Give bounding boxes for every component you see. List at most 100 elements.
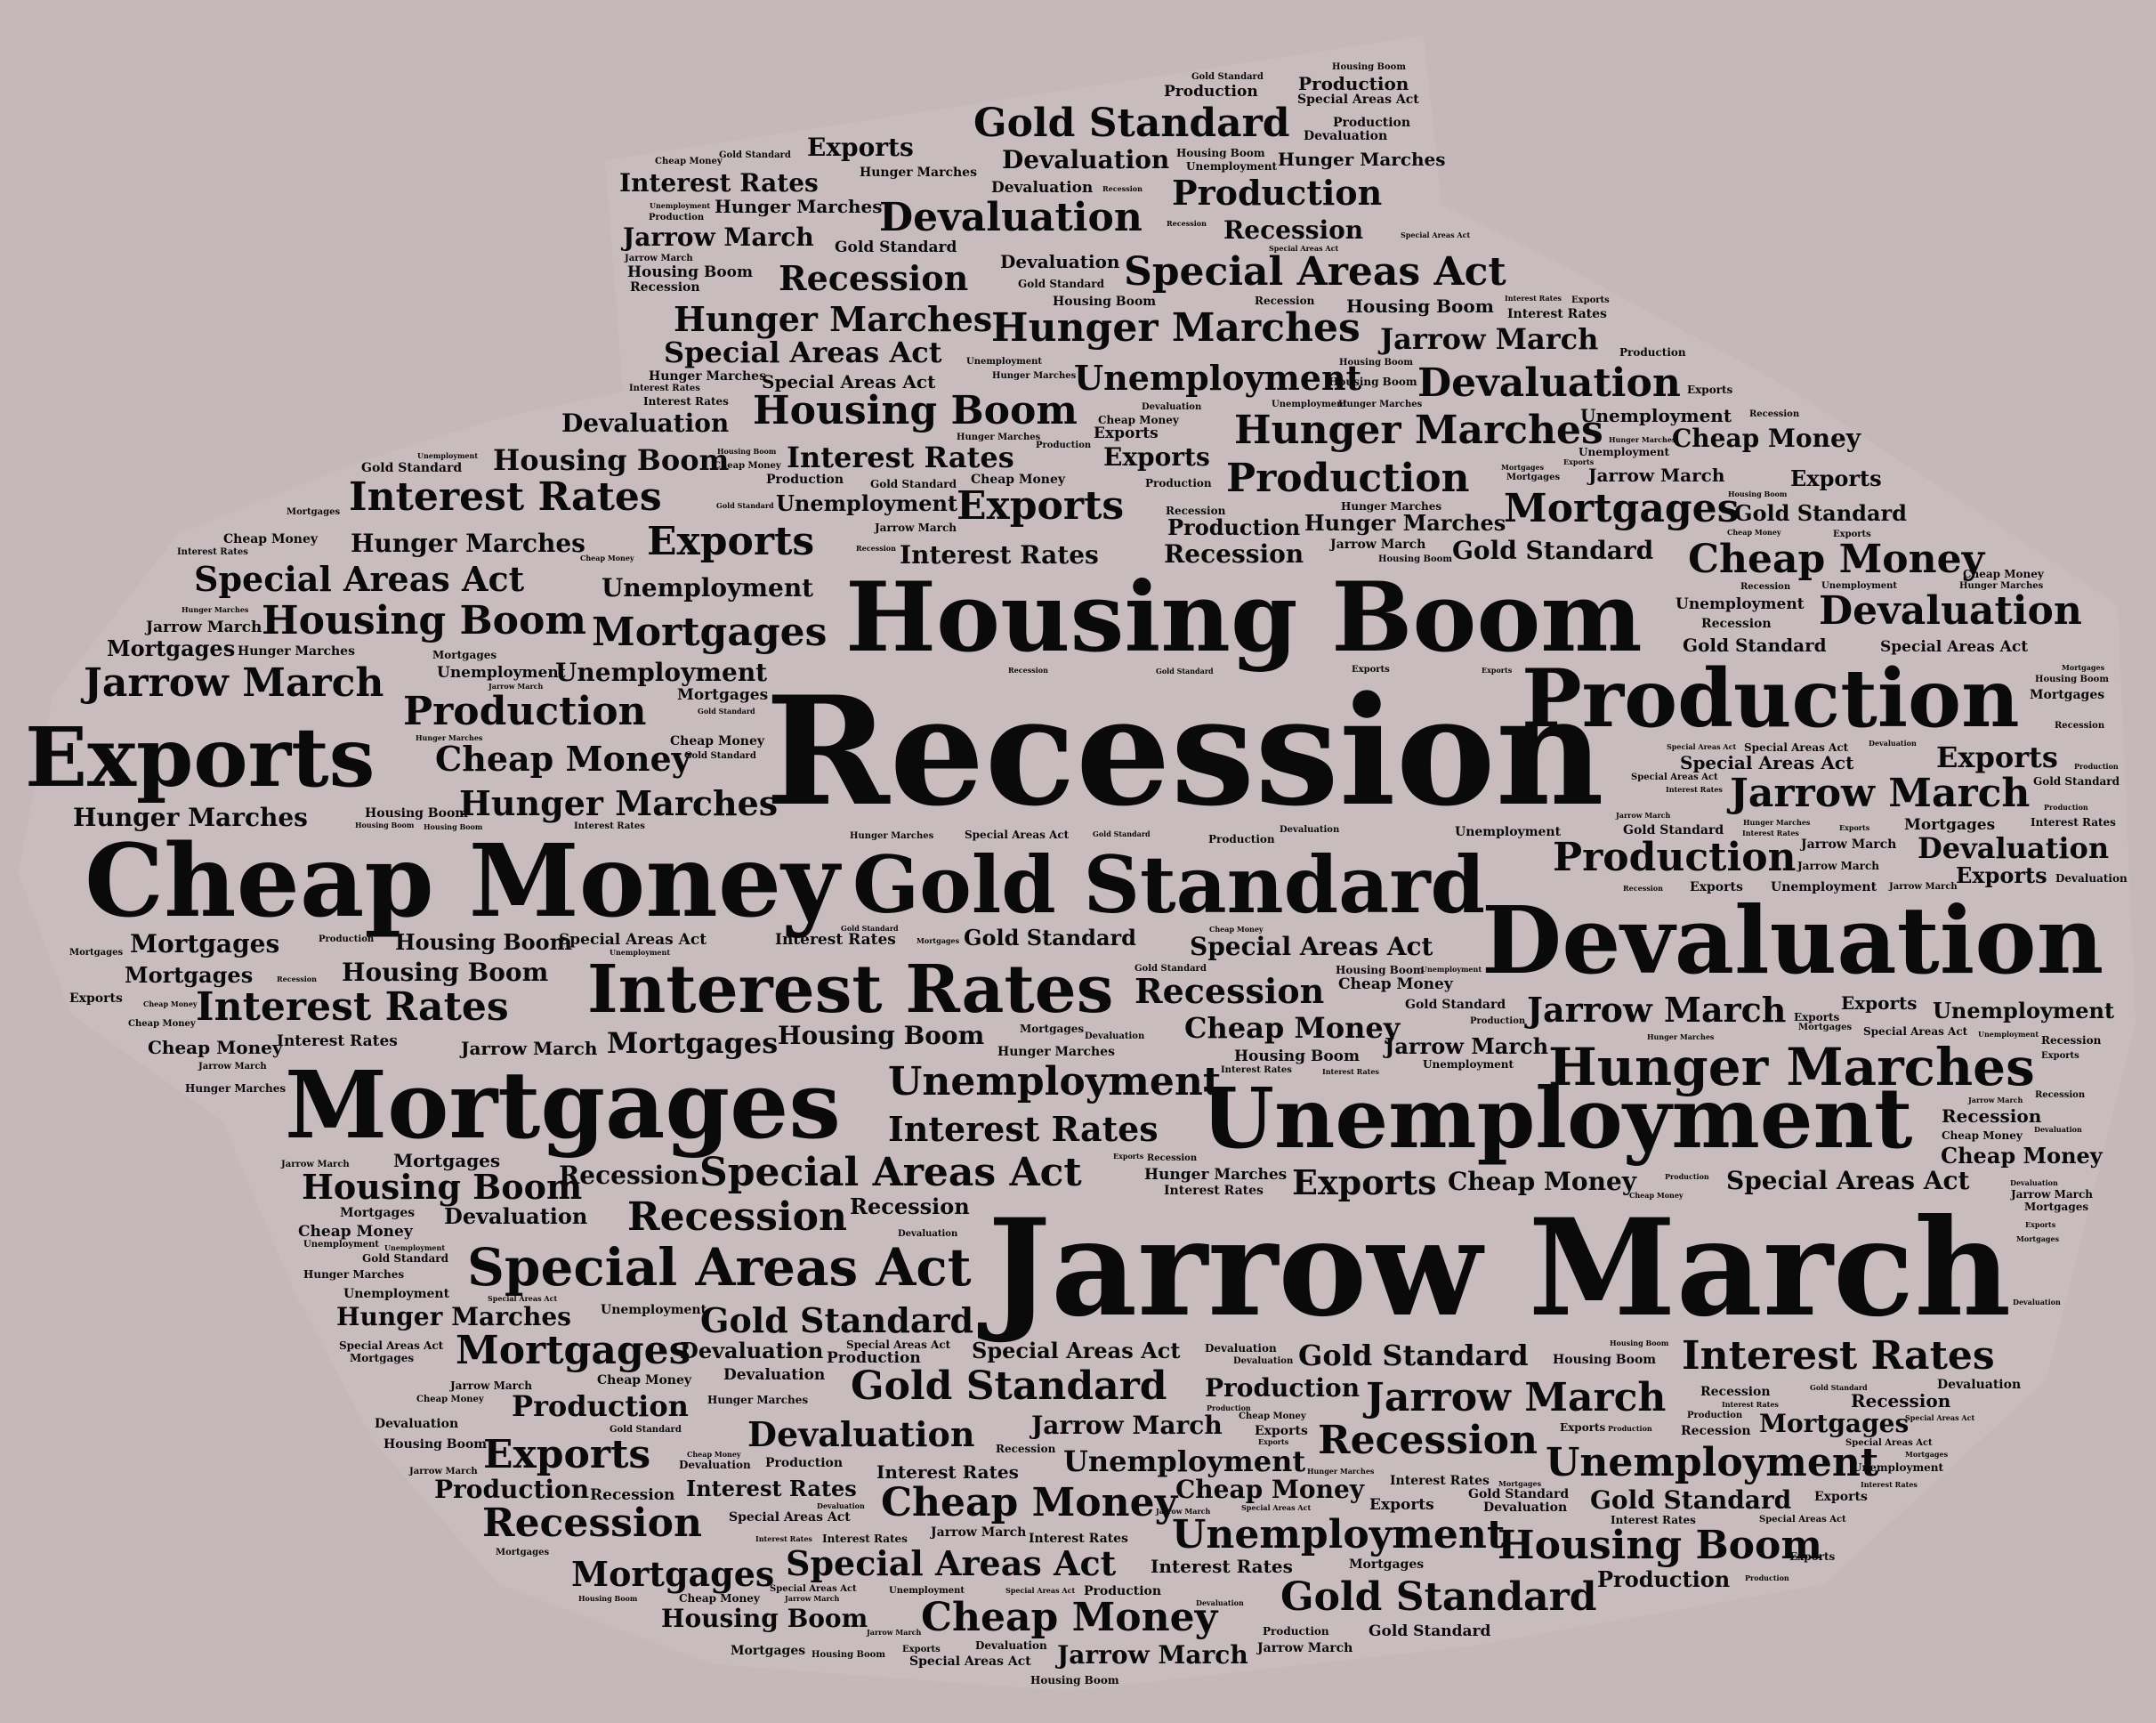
cloud-word: Gold Standard: [1810, 1383, 1868, 1392]
cloud-word: Housing Boom: [1378, 554, 1452, 564]
cloud-word: Devaluation: [817, 1501, 865, 1510]
cloud-word: Gold Standard: [851, 1363, 1167, 1409]
cloud-word: Interest Rates: [900, 540, 1099, 570]
cloud-word: Interest Rates: [1221, 1065, 1292, 1075]
cloud-word: Mortgages: [1798, 1023, 1853, 1032]
cloud-word: Production: [1208, 833, 1275, 845]
cloud-word: Hunger Marches: [860, 166, 977, 180]
cloud-word: Cheap Money: [1175, 1475, 1365, 1504]
cloud-word: Jarrow March: [1801, 837, 1897, 852]
cloud-word: Mortgages: [393, 1150, 501, 1171]
cloud-word: Jarrow March: [785, 1594, 840, 1603]
cloud-word: Recession: [482, 1501, 702, 1546]
cloud-word: Jarrow March: [1385, 1033, 1549, 1059]
cloud-word: Exports: [807, 133, 914, 162]
cloud-word: Production: [434, 1475, 590, 1504]
cloud-word: Jarrow March: [623, 222, 814, 252]
cloud-word: Hunger Marches: [1234, 408, 1603, 453]
cloud-word: Interest Rates: [686, 1476, 857, 1501]
cloud-word: Jarrow March: [489, 682, 544, 691]
cloud-word: Gold Standard: [1191, 72, 1264, 82]
cloud-word: Cheap Money: [655, 157, 723, 166]
cloud-word: Interest Rates: [643, 395, 729, 408]
cloud-word: Housing Boom: [1728, 489, 1788, 498]
cloud-word: Unemployment: [1063, 1444, 1306, 1478]
cloud-word: Cheap Money: [881, 1480, 1178, 1525]
cloud-word: Jarrow March: [1730, 771, 2031, 816]
cloud-word: Housing Boom: [1339, 358, 1413, 368]
cloud-word: Devaluation: [1233, 1356, 1294, 1366]
cloud-word: Recession: [1701, 617, 1772, 631]
cloud-word: Unemployment: [966, 357, 1043, 367]
cloud-word: Interest Rates: [1029, 1532, 1128, 1546]
cloud-word: Hunger Marches: [336, 1302, 571, 1331]
cloud-word: Mortgages: [1506, 473, 1561, 482]
cloud-word: Cheap Money: [148, 1037, 283, 1058]
cloud-word: Hunger Marches: [416, 733, 483, 742]
cloud-word: Unemployment: [1272, 400, 1348, 409]
cloud-word: Exports: [902, 1645, 941, 1654]
cloud-word: Exports: [1352, 665, 1390, 675]
cloud-word: Gold Standard: [684, 751, 756, 761]
cloud-word: Exports: [1560, 1421, 1606, 1434]
cloud-word: Housing Boom: [812, 1650, 885, 1660]
cloud-word: Special Areas Act: [1667, 742, 1737, 751]
cloud-word: Exports: [1094, 425, 1159, 442]
cloud-word: Exports: [483, 1432, 651, 1477]
cloud-word: Special Areas Act: [1845, 1438, 1933, 1448]
cloud-word: Housing Boom: [384, 1437, 488, 1452]
cloud-word: Interest Rates: [177, 547, 248, 557]
cloud-word: Mortgages: [350, 1352, 415, 1364]
cloud-word: Mortgages: [432, 649, 497, 661]
cloud-word: Housing Boom: [342, 958, 549, 987]
cloud-word: Jarrow March: [1366, 1375, 1667, 1420]
cloud-word: Unemployment: [417, 451, 479, 460]
cloud-word: Recession: [1318, 1418, 1538, 1463]
cloud-word: Production: [1745, 1573, 1789, 1582]
cloud-word: Housing Boom: [493, 443, 730, 477]
cloud-word: Exports: [1839, 823, 1870, 832]
cloud-word: Unemployment: [1978, 1030, 2039, 1039]
cloud-word: Housing Boom: [578, 1594, 638, 1603]
cloud-word: Hunger Marches: [1278, 149, 1446, 170]
cloud-word: Cheap Money: [670, 734, 765, 748]
cloud-word: Jarrow March: [1616, 811, 1671, 820]
cloud-word: Special Areas Act: [786, 1543, 1117, 1583]
cloud-word: Unemployment: [1676, 595, 1805, 613]
cloud-word: Devaluation: [1483, 1501, 1568, 1515]
cloud-word: Mortgages: [1759, 1409, 1910, 1438]
cloud-word: Recession: [2035, 1090, 2086, 1100]
cloud-word: Gold Standard: [2033, 775, 2120, 788]
cloud-word: Exports: [1369, 1496, 1434, 1514]
cloud-word: Mortgages: [125, 962, 254, 988]
cloud-word: Special Areas Act: [770, 1584, 857, 1594]
cloud-word: Unemployment: [776, 490, 958, 516]
cloud-word: Hunger Marches: [459, 783, 779, 823]
cloud-word: Exports: [1258, 1437, 1289, 1446]
cloud-word: Housing Boom: [302, 1167, 583, 1207]
cloud-word: Interest Rates: [2031, 816, 2116, 829]
cloud-word: Jarrow March: [1330, 538, 1426, 552]
cloud-word: Devaluation: [1304, 129, 1388, 143]
cloud-word: Unemployment: [1455, 825, 1562, 839]
cloud-word: Jarrow March: [1797, 860, 1880, 872]
cloud-word: Mortgages: [1904, 816, 1996, 834]
cloud-word: Hunger Marches: [707, 1394, 809, 1406]
cloud-word: Cheap Money: [85, 823, 840, 940]
cloud-word: Mortgages: [107, 635, 236, 661]
cloud-word: Unemployment: [384, 1243, 446, 1252]
cloud-word: Exports: [1563, 457, 1595, 466]
cloud-word: Jarrow March: [2011, 1188, 2094, 1201]
cloud-word: Special Areas Act: [909, 1654, 1031, 1669]
cloud-word: Cheap Money: [1239, 1412, 1306, 1421]
cloud-word: Interest Rates: [876, 1461, 1019, 1483]
cloud-word: Gold Standard: [835, 239, 957, 256]
cloud-word: Special Areas Act: [488, 1294, 558, 1303]
cloud-word: Production: [1164, 83, 1258, 101]
cloud-word: Recession: [779, 258, 969, 298]
cloud-word: Mortgages: [1905, 1450, 1949, 1459]
cloud-word: Recession: [856, 544, 896, 553]
cloud-word: Mortgages: [1349, 1557, 1425, 1572]
cloud-word: Interest Rates: [755, 1534, 812, 1543]
